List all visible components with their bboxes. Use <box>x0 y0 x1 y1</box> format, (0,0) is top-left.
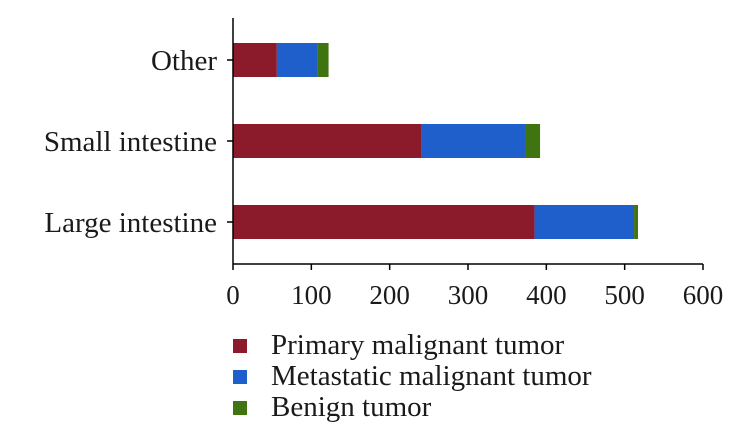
category-label: Large intestine <box>44 207 217 239</box>
y-ticks <box>227 59 233 223</box>
bar-small-intestine-series-0 <box>233 124 422 158</box>
bar-other-series-0 <box>233 43 277 77</box>
legend-swatch-metastatic <box>233 369 247 384</box>
legend-label-benign: Benign tumor <box>271 391 432 423</box>
x-tick-label: 100 <box>291 280 332 310</box>
x-tick-label: 400 <box>526 280 567 310</box>
bar-large-intestine-series-0 <box>233 205 535 239</box>
category-label: Other <box>151 45 217 77</box>
bar-large-intestine-series-1 <box>534 205 635 239</box>
legend-item-benign: Benign tumor <box>233 391 592 423</box>
stacked-bar-chart: Large intestine Small intestine Other 0 100… <box>44 18 723 310</box>
bar-large-intestine-series-2 <box>634 205 638 239</box>
bar-other-series-2 <box>317 43 329 77</box>
bars-group <box>233 43 638 239</box>
legend: Primary malignant tumor Metastatic malig… <box>233 329 592 423</box>
category-label: Small intestine <box>44 126 217 158</box>
legend-swatch-benign <box>233 400 247 415</box>
legend-label-metastatic: Metastatic malignant tumor <box>271 360 592 392</box>
x-tick-label: 300 <box>448 280 489 310</box>
bar-other-series-1 <box>276 43 318 77</box>
x-tick-label: 200 <box>369 280 410 310</box>
x-ticks: 0 100 200 300 400 500 600 <box>226 264 723 310</box>
legend-swatch-primary <box>233 338 247 353</box>
x-tick-label: 0 <box>226 280 240 310</box>
legend-label-primary: Primary malignant tumor <box>271 329 565 361</box>
legend-item-metastatic: Metastatic malignant tumor <box>233 360 592 392</box>
bar-small-intestine-series-2 <box>525 124 541 158</box>
x-tick-label: 500 <box>604 280 645 310</box>
x-tick-label: 600 <box>683 280 724 310</box>
category-labels: Large intestine Small intestine Other <box>44 45 218 239</box>
bar-small-intestine-series-1 <box>421 124 526 158</box>
legend-item-primary: Primary malignant tumor <box>233 329 592 361</box>
